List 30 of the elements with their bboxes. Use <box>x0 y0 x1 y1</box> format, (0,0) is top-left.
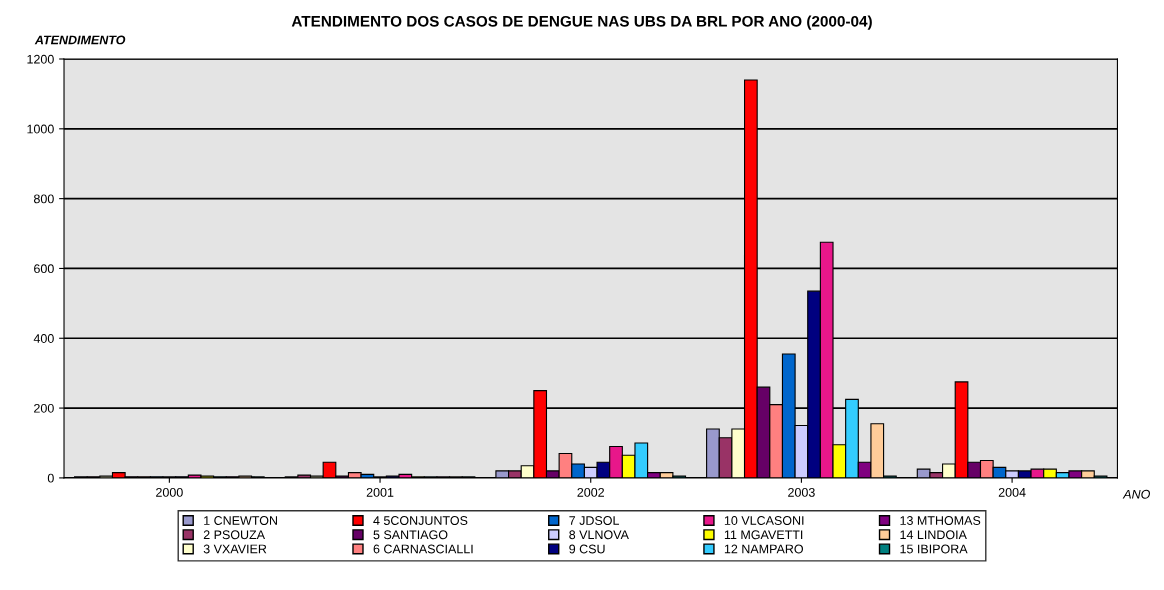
x-tick-label: 2004 <box>998 487 1026 497</box>
legend-label: 6 CARNASCIALLI <box>373 544 473 554</box>
y-tick-label: 200 <box>34 403 54 413</box>
legend-label: 13 MTHOMAS <box>900 516 981 525</box>
x-tick-label: 2003 <box>788 487 815 497</box>
y-tick-label: 400 <box>33 334 54 343</box>
legend-label: 15 IBIPORA <box>900 544 968 554</box>
legend-label: 2 PSOUZA <box>203 530 266 540</box>
chart-title: ATENDIMENTO DOS CASOS DE DENGUE NAS UBS DA BRL POR ANO (2000-04) <box>291 15 872 30</box>
y-tick-label: 1200 <box>27 54 54 64</box>
legend-label: 14 LINDOIA <box>900 530 967 540</box>
y-tick-label: 800 <box>33 194 54 204</box>
y-tick-label: 600 <box>34 264 54 274</box>
x-axis-title: ANO <box>1122 489 1150 499</box>
x-tick-label: 2000 <box>156 487 183 497</box>
y-tick-label: 0 <box>47 473 54 483</box>
legend-label: 9 CSU <box>569 544 605 554</box>
legend-label: 5 SANTIAGO <box>373 530 448 540</box>
legend-label: 8 VLNOVA <box>569 530 629 540</box>
legend-label: 11 MGAVETTI <box>724 530 803 540</box>
legend-label: 4 5CONJUNTOS <box>373 516 468 525</box>
legend-label: 1 CNEWTON <box>204 516 277 525</box>
x-tick-label: 2001 <box>366 487 394 497</box>
y-tick-label: 1000 <box>27 124 54 134</box>
x-tick-label: 2002 <box>577 487 605 497</box>
legend-label: 10 VLCASONI <box>724 516 804 525</box>
y-axis-title: ATENDIMENTO <box>34 35 126 45</box>
legend-label: 3 VXAVIER <box>203 544 267 554</box>
legend-label: 12 NAMPARO <box>724 544 803 554</box>
legend-label: 7 JDSOL <box>569 516 620 525</box>
